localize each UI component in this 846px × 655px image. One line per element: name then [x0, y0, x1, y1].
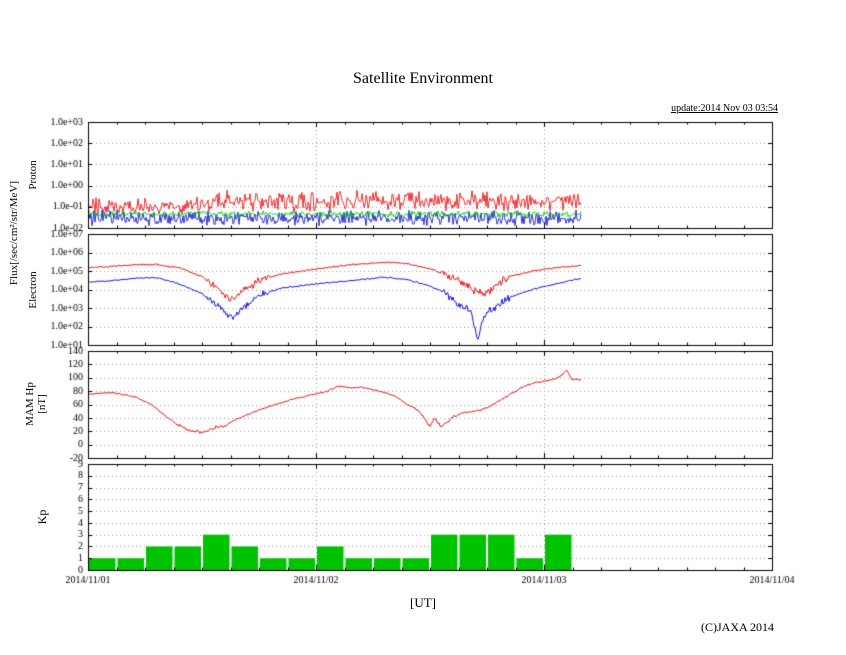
mam-hp-axis-label: MAM Hp [nT]: [24, 382, 48, 426]
mam-hp-axis-label-line2: [nT]: [36, 394, 48, 414]
copyright-text: (C)JAXA 2014: [700, 620, 774, 634]
ut-axis-label: [UT]: [410, 595, 436, 610]
electron-axis-label: Electron: [27, 271, 39, 309]
kp-axis-label: Kp: [35, 509, 49, 525]
proton-axis-label: Proton: [27, 160, 39, 190]
update-timestamp: update:2014 Nov 03 03:54: [671, 103, 778, 114]
page-title: Satellite Environment: [353, 70, 493, 87]
mam-hp-axis-label-line1: MAM Hp: [24, 382, 36, 426]
flux-axis-label: Flux[/sec/cm²/str/MeV]: [8, 180, 20, 286]
